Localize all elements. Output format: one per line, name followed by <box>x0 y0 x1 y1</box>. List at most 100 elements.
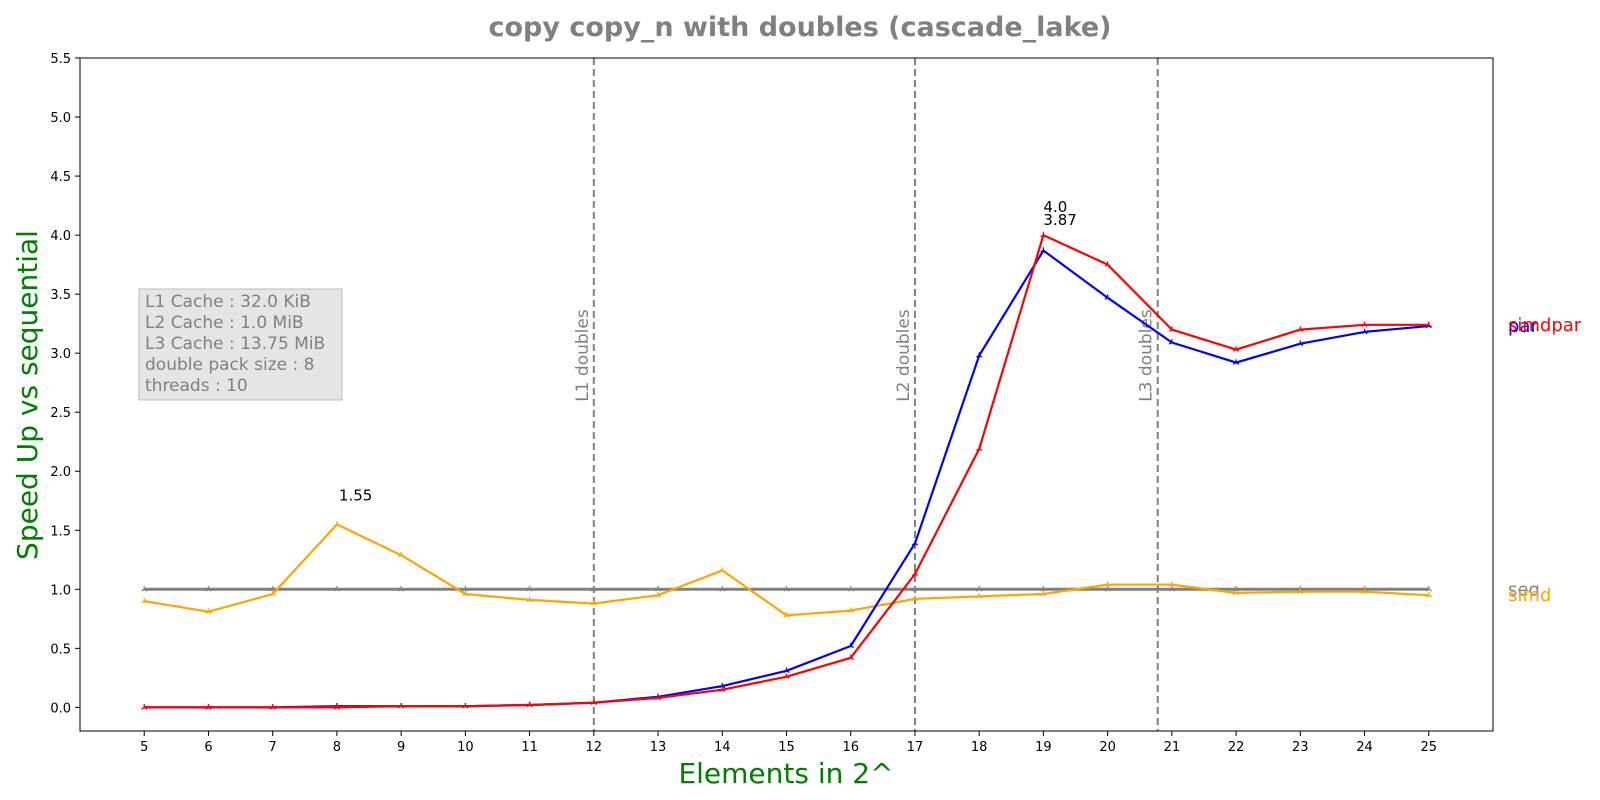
x-tick-label: 5 <box>140 740 148 755</box>
y-tick-label: 3.0 <box>50 347 71 362</box>
data-point-simd <box>976 593 983 599</box>
data-point-seq <box>398 586 405 592</box>
data-point-par <box>1297 340 1304 346</box>
data-point-simdpar <box>1361 321 1368 327</box>
y-tick-label: 1.0 <box>50 583 71 598</box>
data-point-simdpar <box>976 445 983 451</box>
info-box-line: double pack size : 8 <box>145 355 314 375</box>
x-axis-label: Elements in 2^ <box>678 757 893 790</box>
x-tick-label: 8 <box>333 740 341 755</box>
x-tick-label: 19 <box>1035 740 1052 755</box>
data-point-seq <box>333 586 341 592</box>
x-tick-label: 25 <box>1420 740 1437 755</box>
y-axis: 0.0 0.5 1.0 1.5 2.0 2.5 3.0 3.5 4.0 4.5 5.0 5.5 <box>50 52 80 716</box>
x-tick-label: 17 <box>907 740 924 755</box>
data-point-simd <box>1361 588 1368 594</box>
data-point-seq <box>1425 586 1432 592</box>
data-point-seq <box>205 586 212 592</box>
data-point-par <box>911 540 919 546</box>
data-point-simdpar <box>462 703 469 709</box>
x-tick-label: 24 <box>1356 740 1373 755</box>
data-point-simdpar <box>526 701 533 708</box>
data-point-seq <box>1040 586 1047 592</box>
data-point-par <box>719 682 726 689</box>
y-tick-label: 2.0 <box>50 465 71 480</box>
data-point-simdpar <box>783 673 790 679</box>
cache-line-label: L1 doubles <box>573 309 593 402</box>
data-point-seq <box>654 586 662 592</box>
cache-line-label: L2 doubles <box>894 309 914 402</box>
x-axis: 5 6 7 8 9 10 11 12 13 14 15 16 17 18 19 20 21 22 23 24 25 <box>140 731 1437 755</box>
data-point-par <box>1040 247 1047 253</box>
data-point-seq <box>1232 586 1240 592</box>
data-point-par <box>783 667 790 673</box>
x-tick-label: 23 <box>1292 740 1309 755</box>
data-point-par <box>1104 294 1111 300</box>
data-point-simd <box>847 607 854 613</box>
info-box-line: L2 Cache : 1.0 MiB <box>145 313 304 333</box>
data-point-seq <box>847 586 854 592</box>
data-point-simd <box>719 567 726 573</box>
series-line-simd <box>144 523 1429 617</box>
data-point-seq <box>1168 586 1175 592</box>
x-tick-label: 22 <box>1228 740 1245 755</box>
data-point-seq <box>783 586 790 592</box>
cache-lines-layer: L1 doubles L2 doubles L3 doubles <box>573 58 1159 731</box>
y-tick-label: 0.0 <box>50 701 71 716</box>
y-tick-label: 4.5 <box>50 170 71 185</box>
data-point-simd <box>1168 581 1175 587</box>
data-point-par <box>976 352 983 358</box>
info-box-line: threads : 10 <box>145 376 248 396</box>
x-tick-label: 9 <box>397 740 405 755</box>
data-point-simd <box>269 590 276 597</box>
x-tick-label: 11 <box>521 740 538 755</box>
data-point-par <box>1232 359 1240 365</box>
data-point-seq <box>911 586 919 592</box>
data-point-simdpar <box>654 694 662 701</box>
data-annotation: 4.0 <box>1043 198 1067 216</box>
data-point-seq <box>141 586 148 592</box>
data-point-simdpar <box>1168 326 1175 332</box>
data-point-simdpar <box>1104 261 1111 267</box>
info-box-background <box>138 288 343 401</box>
series-end-label: seq <box>1508 579 1540 600</box>
data-annotation: 3.87 <box>1043 211 1076 229</box>
data-point-simd <box>1232 589 1240 596</box>
info-box-line: L3 Cache : 13.75 MiB <box>145 334 325 354</box>
data-point-seq <box>462 586 469 592</box>
data-point-seq <box>976 586 983 592</box>
x-tick-label: 14 <box>714 740 731 755</box>
series-end-label: par <box>1508 316 1538 337</box>
data-annotation: 1.55 <box>339 486 372 504</box>
data-point-simd <box>141 597 148 604</box>
data-point-simd <box>1040 590 1047 597</box>
x-tick-label: 7 <box>269 740 277 755</box>
data-point-seq <box>526 586 533 592</box>
data-point-simd <box>1297 588 1304 594</box>
data-point-simdpar <box>398 703 405 709</box>
data-point-simd <box>526 596 533 603</box>
y-tick-label: 4.0 <box>50 229 71 244</box>
data-point-simdpar <box>141 704 148 710</box>
data-point-simdpar <box>205 704 212 710</box>
data-point-simdpar <box>1297 326 1304 332</box>
data-point-simdpar <box>590 699 597 705</box>
data-point-simdpar <box>1232 346 1240 352</box>
data-point-simdpar <box>847 654 854 660</box>
data-point-simd <box>654 592 662 598</box>
y-axis-label: Speed Up vs sequential <box>11 230 44 560</box>
data-point-seq <box>590 586 597 592</box>
y-tick-label: 2.5 <box>50 406 71 421</box>
data-point-simd <box>205 608 212 614</box>
data-point-par <box>847 642 854 649</box>
data-point-simd <box>462 590 469 597</box>
data-point-seq <box>1104 586 1111 592</box>
data-point-simdpar <box>333 704 341 710</box>
data-point-simd <box>911 595 919 601</box>
data-point-par <box>1361 328 1368 335</box>
x-tick-label: 10 <box>457 740 474 755</box>
info-box-line: L1 Cache : 32.0 KiB <box>145 292 311 312</box>
